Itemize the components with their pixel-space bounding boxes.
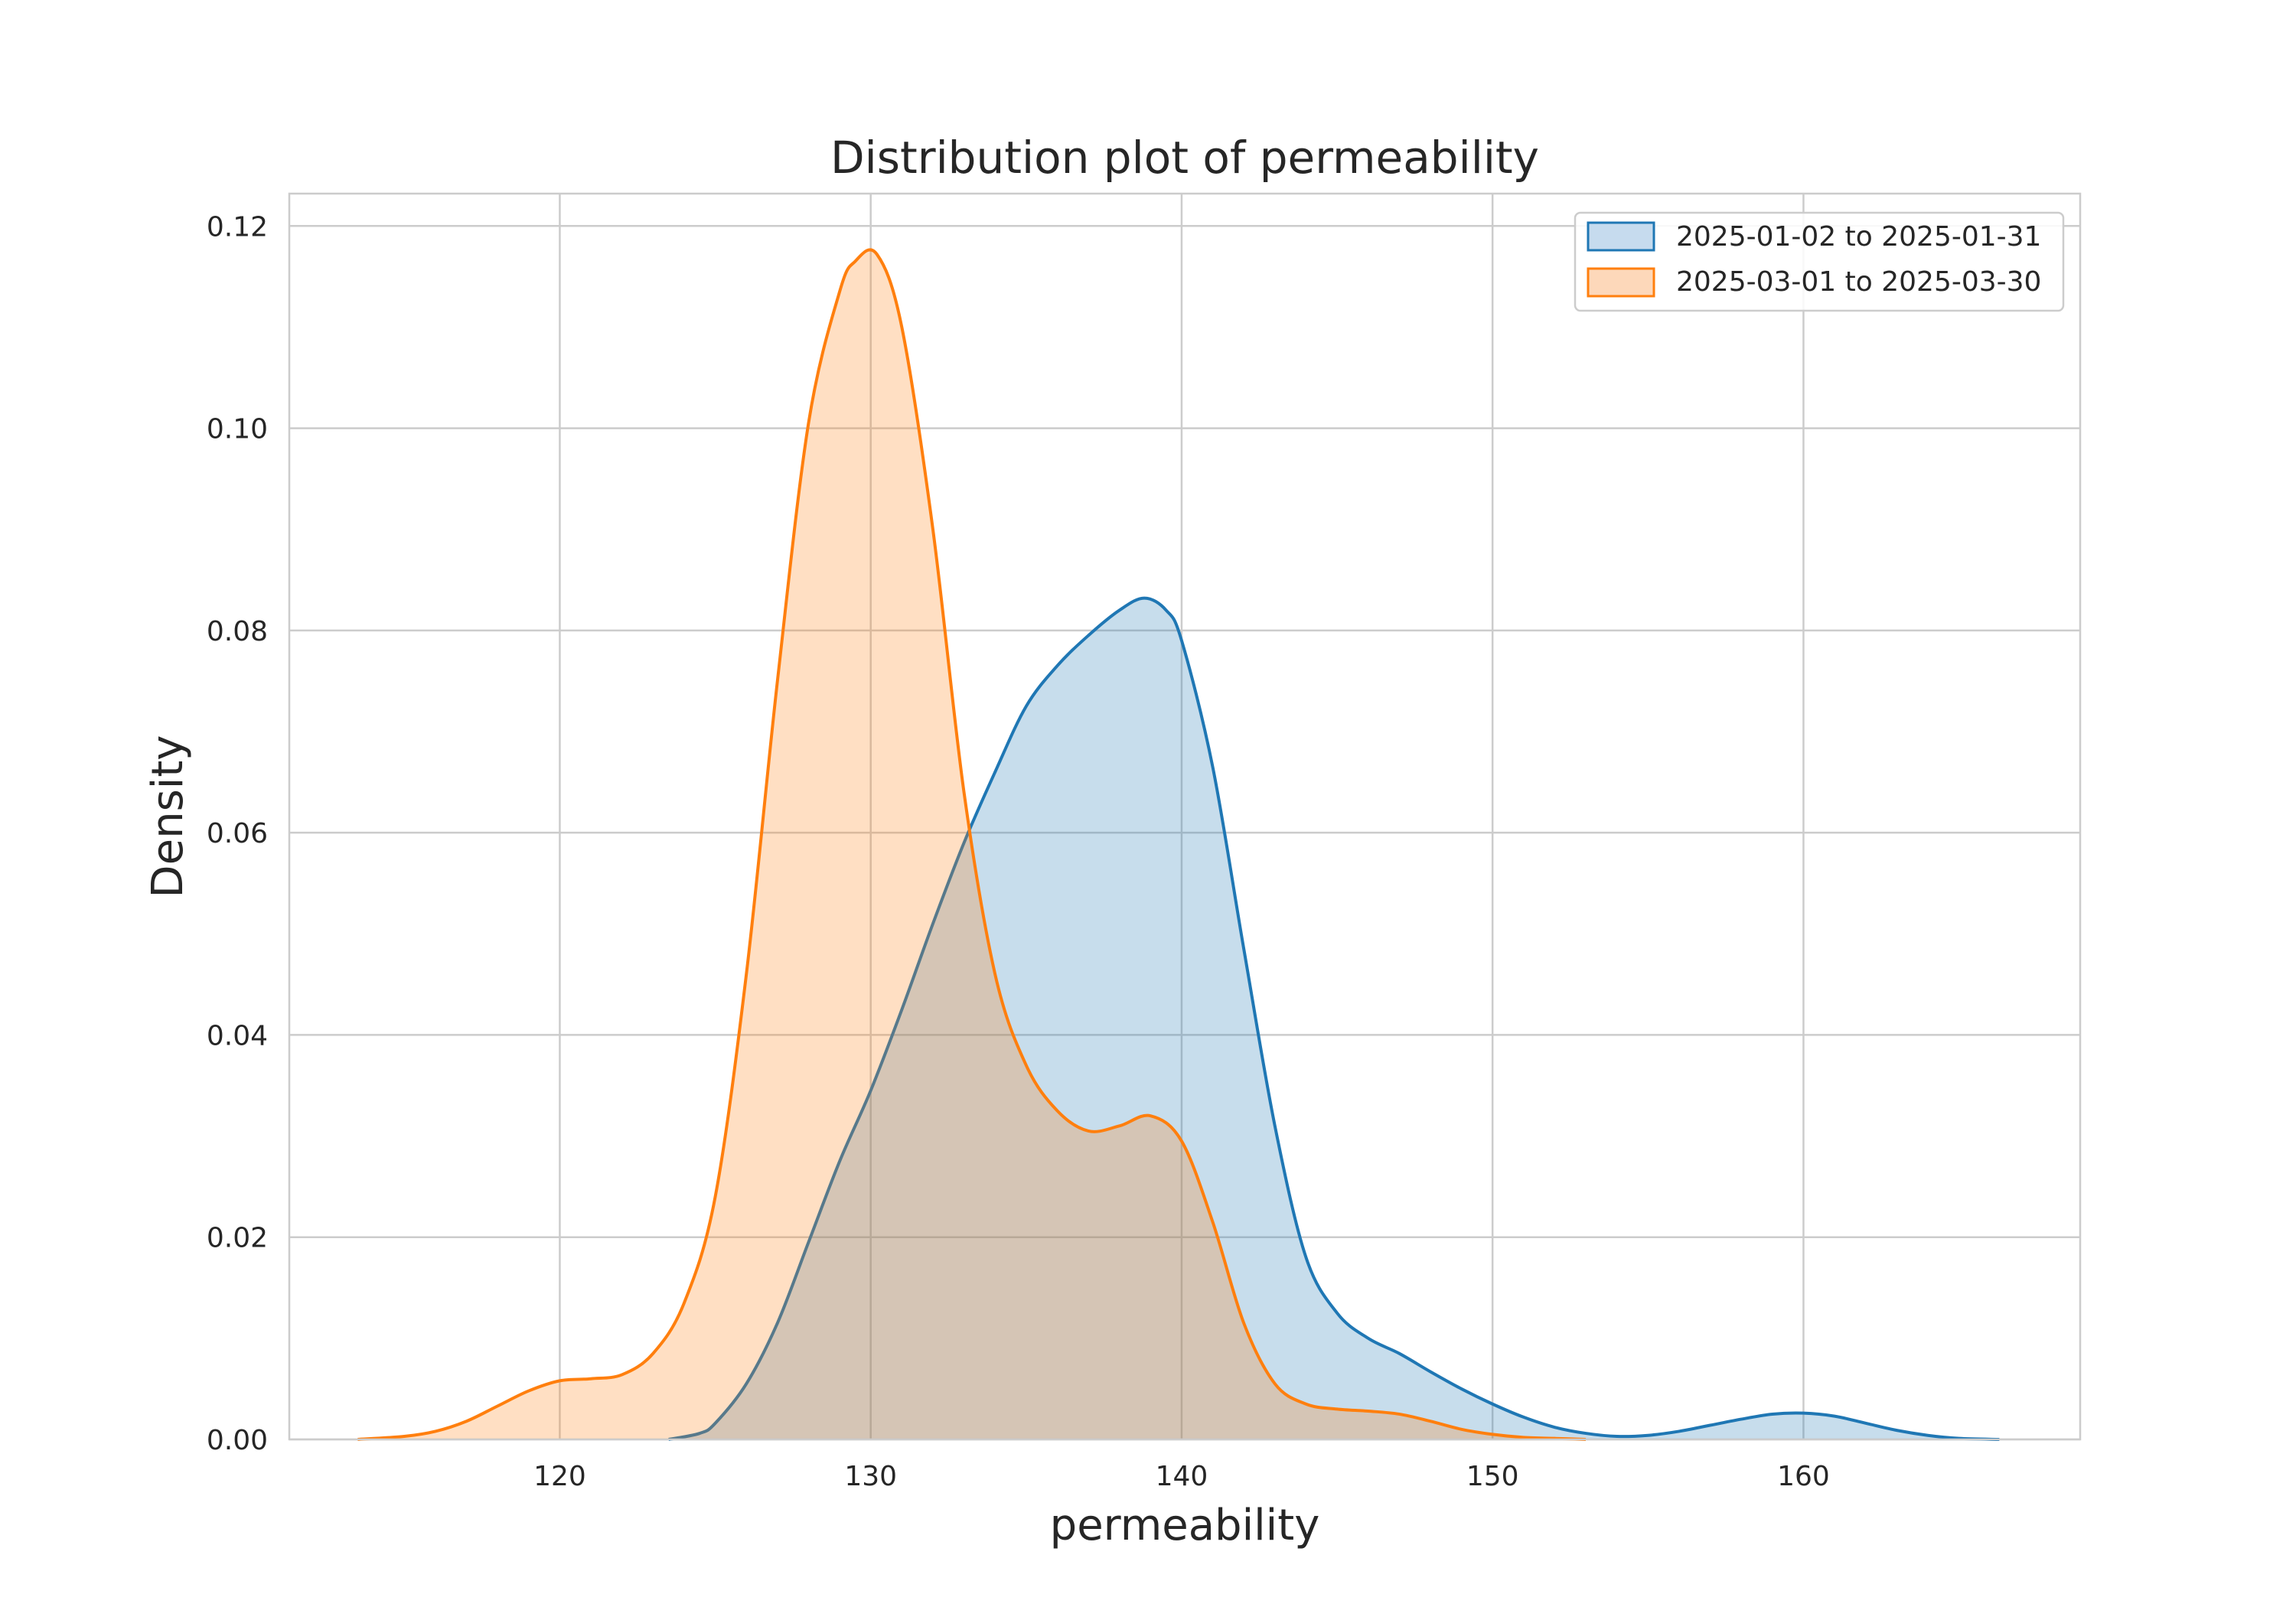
legend-box [1574,211,2065,312]
plot-frame [288,192,2082,1441]
density-area-series-2 [357,249,1587,1439]
legend-label-series-2: 2025-03-01 to 2025-03-30 [1676,266,2041,298]
legend-swatch-series-1 [1587,221,1655,252]
x-tick-label: 130 [844,1461,897,1492]
y-tick-label: 0.02 [207,1223,268,1254]
y-tick-label: 0.12 [207,211,268,243]
y-tick-label: 0.04 [207,1020,268,1051]
y-tick-label: 0.00 [207,1425,268,1456]
density-area-series-1 [668,598,2000,1439]
legend-label-series-1: 2025-01-02 to 2025-01-31 [1676,221,2041,253]
y-tick-label: 0.08 [207,616,268,647]
x-tick-label: 140 [1156,1461,1208,1492]
y-tick-label: 0.06 [207,818,268,849]
chart-title: Distribution plot of permeability [830,132,1539,184]
x-tick-label: 160 [1777,1461,1830,1492]
y-axis-label: Density [143,735,193,898]
x-axis-label: permeability [1050,1501,1320,1550]
x-tick-label: 150 [1466,1461,1519,1492]
x-tick-label: 120 [533,1461,586,1492]
y-tick-label: 0.10 [207,414,268,445]
tick-layer: 120 130 140 150 160 0.00 0.02 0.04 0.06 0.08 0.10 0… [207,211,1830,1492]
density-line-series-2 [357,248,1587,1441]
series-layer [357,248,2000,1441]
legend-swatch-series-2 [1587,267,1655,298]
density-line-series-1 [668,596,2000,1441]
legend: 2025-01-02 to 2025-01-31 2025-03-01 to 2… [1574,211,2065,312]
